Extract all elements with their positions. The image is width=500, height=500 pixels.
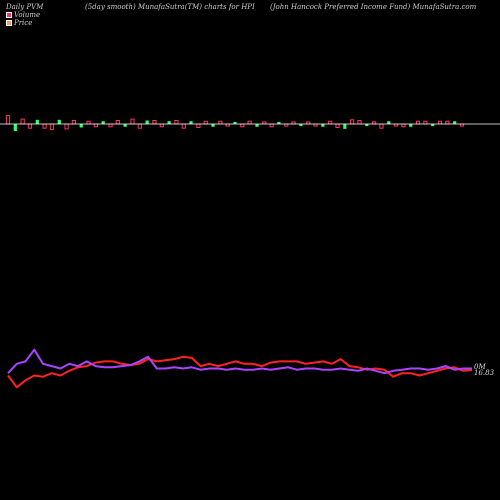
volume-bar (5, 115, 11, 125)
volume-bar (64, 123, 69, 130)
header-title: (5day smooth) MunafaSutra(TM) charts for… (85, 3, 255, 11)
legend-volume: Volume (6, 11, 40, 19)
volume-bar (20, 118, 25, 125)
volume-bar (343, 124, 347, 129)
volume-bar (423, 120, 428, 125)
volume-bar (211, 124, 215, 127)
volume-bar (86, 120, 91, 125)
volume-bar (335, 123, 340, 128)
volume-bar (269, 123, 274, 128)
volume-bar (328, 120, 333, 125)
price-lines (7, 348, 473, 389)
volume-bar (174, 120, 179, 125)
volume-bar (123, 124, 127, 127)
volume-swatch (6, 12, 12, 18)
volume-bar (437, 120, 443, 125)
volume-bars (5, 115, 465, 131)
volume-bar (189, 121, 193, 124)
volume-bar (42, 123, 47, 129)
volume-bar (13, 124, 17, 131)
volume-bar (196, 123, 201, 128)
volume-bar (277, 121, 281, 124)
volume-bar (218, 120, 223, 125)
volume-bar (108, 123, 113, 128)
header-left: Daily PVM (6, 3, 44, 11)
volume-bar (145, 120, 149, 124)
volume-bar (137, 123, 142, 129)
volume-bar (445, 120, 450, 125)
volume-bar (255, 124, 259, 127)
volume-bar (167, 121, 171, 124)
volume-bar (379, 123, 384, 129)
volume-bar (415, 120, 421, 125)
legend: Volume Price (6, 11, 40, 27)
volume-bar (357, 120, 362, 125)
volume-bar (203, 120, 208, 125)
volume-bar (71, 120, 77, 125)
price-line (7, 355, 473, 389)
right-label-price: 16.83 (474, 369, 495, 377)
volume-bar (152, 120, 157, 125)
volume-bar (453, 121, 457, 124)
volume-bar (401, 123, 406, 128)
volume-bar (181, 123, 186, 129)
volume-bar (115, 120, 120, 125)
volume-bar (387, 121, 391, 124)
right-label-volume: 0M (474, 363, 486, 371)
volume-bar (431, 124, 435, 127)
volume-bar (350, 119, 355, 125)
volume-bar (321, 124, 325, 127)
volume-bar (159, 123, 164, 128)
volume-bar (101, 121, 105, 124)
volume-bar (409, 124, 413, 127)
volume-bar (365, 124, 369, 127)
volume-bar (35, 119, 39, 124)
volume-bar (299, 124, 303, 127)
volume-bar (27, 123, 33, 129)
volume-bar (240, 123, 245, 128)
volume-bar (57, 119, 61, 124)
volume-bar (247, 120, 252, 125)
volume-bar (130, 118, 135, 125)
legend-price-label: Price (14, 19, 33, 27)
volume-bar (79, 124, 83, 128)
header-right: (John Hancock Preferred Income Fund) Mun… (270, 3, 477, 11)
volume-bar (49, 123, 55, 131)
smooth-line (7, 348, 472, 375)
volume-bar (233, 121, 237, 124)
price-swatch (6, 20, 12, 26)
legend-price: Price (6, 19, 40, 27)
volume-bar (93, 123, 98, 128)
legend-volume-label: Volume (14, 11, 41, 19)
